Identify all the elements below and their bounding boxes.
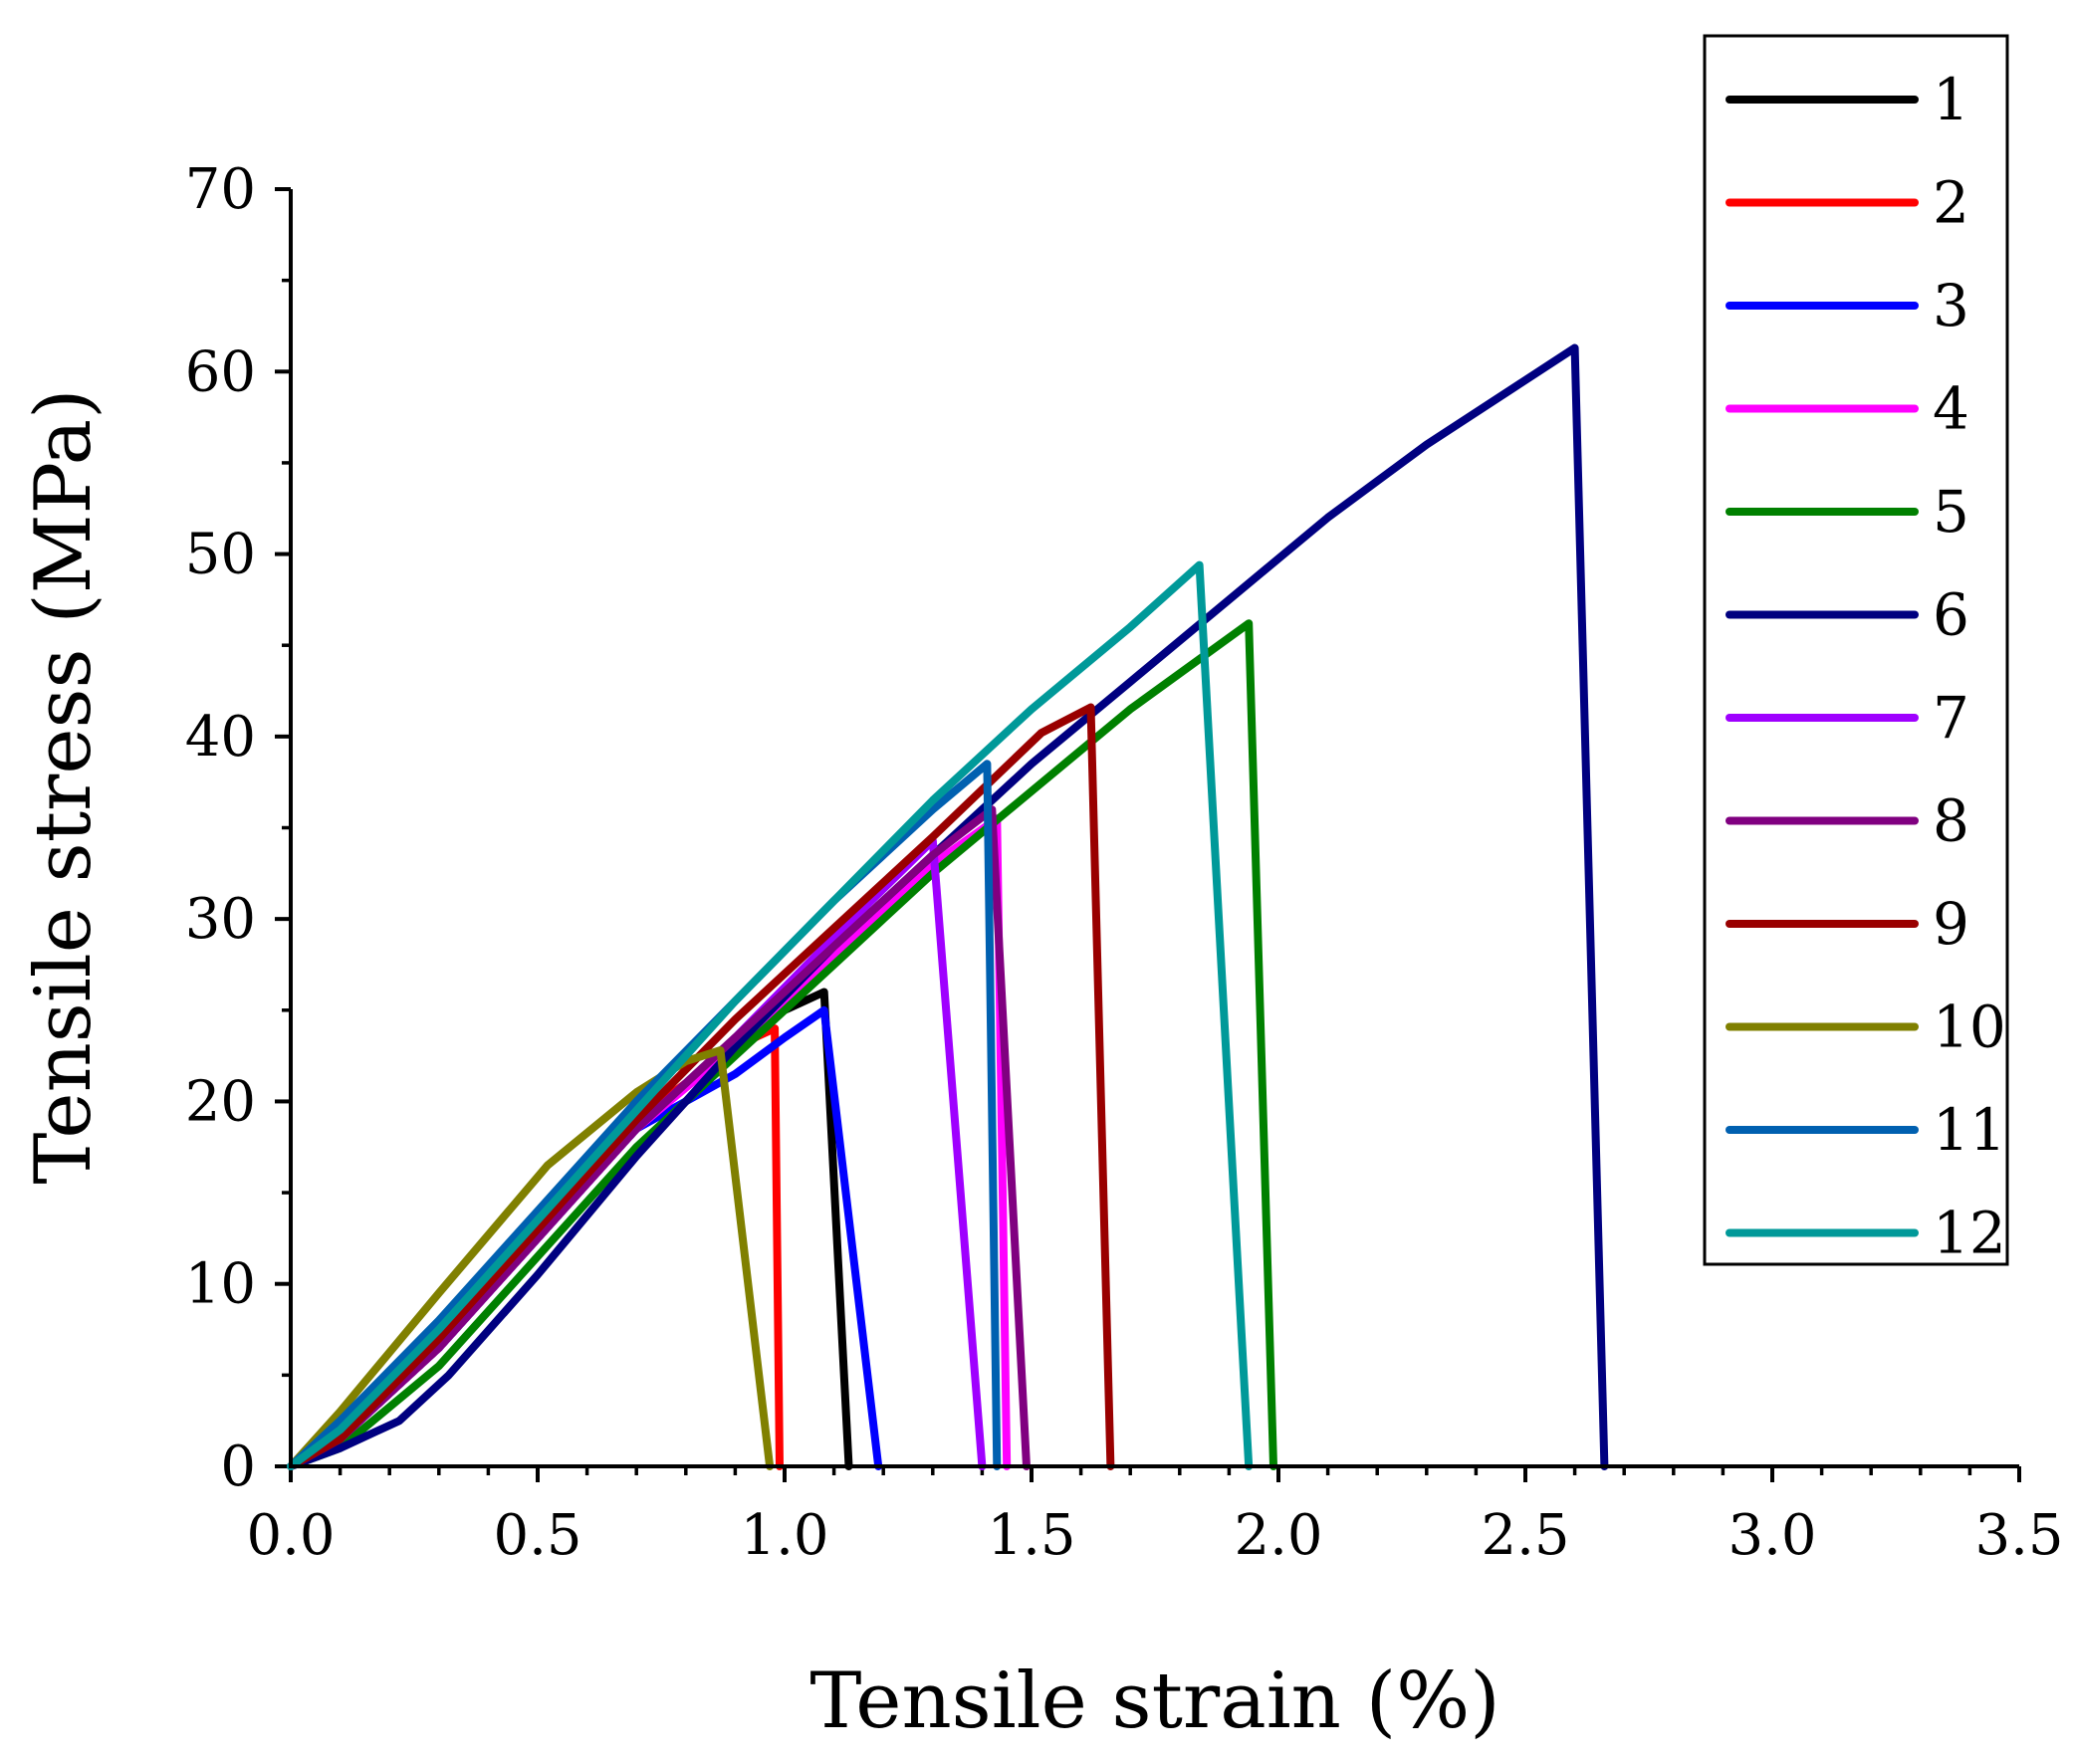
series-lines	[287, 343, 1609, 1470]
x-tick-label: 0.5	[493, 1503, 581, 1568]
legend-label-7: 7	[1933, 684, 1969, 752]
x-tick-label: 0.0	[246, 1503, 335, 1568]
series-line-12	[287, 560, 1254, 1470]
plot-axes	[289, 189, 2019, 1468]
legend-label-9: 9	[1933, 890, 1969, 958]
x-tick-label: 2.0	[1234, 1503, 1322, 1568]
series-line-9	[287, 703, 1115, 1470]
y-tick-label: 0	[220, 1434, 256, 1499]
x-tick-label: 2.5	[1481, 1503, 1569, 1568]
legend-label-3: 3	[1933, 272, 1969, 339]
legend-label-5: 5	[1933, 478, 1969, 546]
legend-label-2: 2	[1933, 169, 1969, 237]
x-tick-label: 3.0	[1728, 1503, 1816, 1568]
y-axis-title: Tensile stress (MPa)	[19, 388, 109, 1184]
legend-label-1: 1	[1933, 66, 1969, 133]
y-tick-label: 60	[185, 339, 256, 404]
y-tick-label: 20	[185, 1069, 256, 1134]
legend-label-8: 8	[1933, 787, 1969, 855]
y-tick-label: 50	[185, 523, 256, 587]
x-tick-label: 1.0	[740, 1503, 828, 1568]
legend-box	[1703, 34, 2009, 1266]
legend-label-12: 12	[1933, 1200, 2006, 1267]
legend-label-4: 4	[1933, 375, 1969, 443]
x-tick-label: 3.5	[1974, 1503, 2063, 1568]
x-axis-title: Tensile strain (%)	[809, 1656, 1499, 1746]
legend-label-10: 10	[1933, 993, 2006, 1061]
legend-label-11: 11	[1933, 1096, 2006, 1164]
tick-labels: 0.0 0.5 1.0 1.5 2.0 2.5 3.0 3.5 0 10 20 30 40 50 60 70	[185, 157, 2064, 1568]
series-line-10	[287, 1046, 775, 1470]
y-tick-label: 70	[185, 157, 256, 222]
y-tick-label: 10	[185, 1252, 256, 1317]
series-line-5	[287, 619, 1277, 1470]
y-tick-label: 30	[185, 887, 256, 952]
x-tick-label: 1.5	[987, 1503, 1075, 1568]
y-tick-label: 40	[185, 705, 256, 770]
legend-label-6: 6	[1933, 581, 1969, 649]
